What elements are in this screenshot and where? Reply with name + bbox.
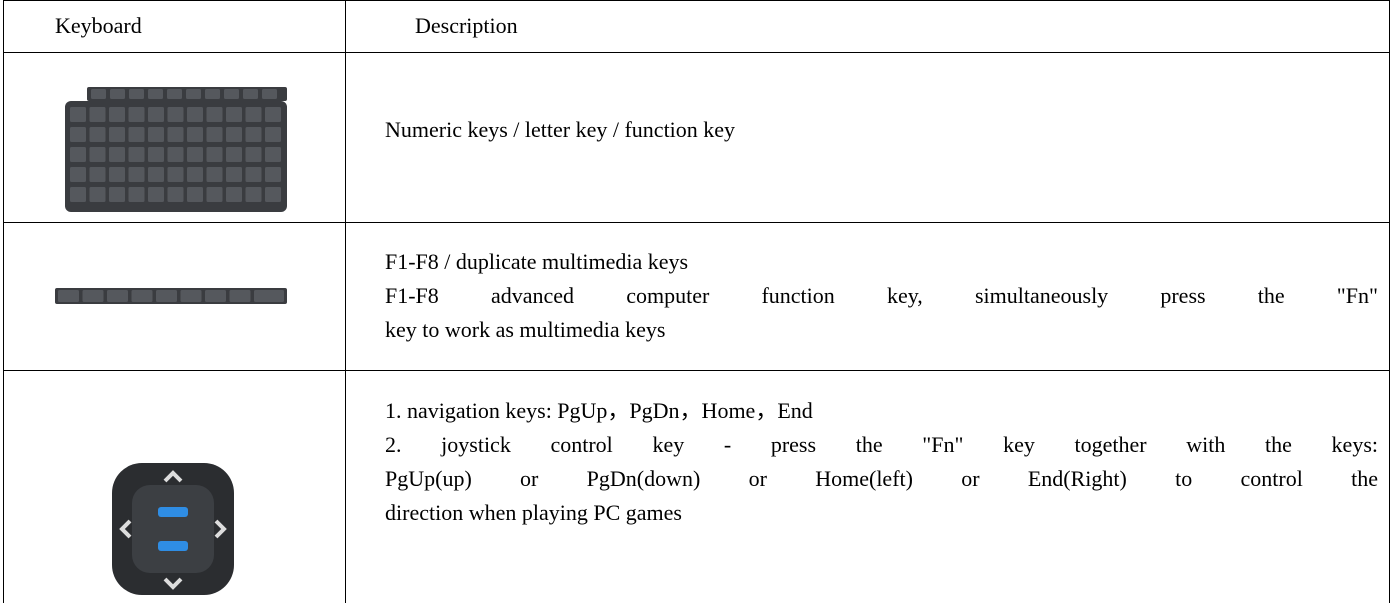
key — [107, 290, 128, 302]
key — [82, 290, 104, 302]
key — [70, 167, 86, 182]
key — [262, 89, 277, 99]
key — [148, 147, 164, 162]
key — [89, 147, 106, 162]
key — [148, 127, 164, 142]
key — [70, 107, 86, 122]
key — [109, 187, 125, 202]
key — [265, 167, 281, 182]
key — [156, 290, 177, 302]
key — [226, 187, 242, 202]
key — [265, 187, 281, 202]
description-line: 1. navigation keys: PgUp，PgDn，Home，End — [385, 398, 813, 423]
key — [187, 107, 203, 122]
key — [148, 89, 163, 99]
key — [245, 147, 262, 162]
key — [243, 89, 258, 99]
key — [167, 167, 184, 182]
key — [245, 107, 262, 122]
key — [167, 89, 182, 99]
key — [91, 89, 106, 99]
description-line: PgUp(up) or PgDn(down) or Home(left) or … — [385, 466, 1378, 491]
key — [229, 290, 251, 302]
key — [128, 127, 145, 142]
border — [3, 222, 1390, 223]
key — [205, 89, 220, 99]
key — [131, 290, 153, 302]
key — [70, 127, 86, 142]
border — [1389, 0, 1390, 603]
key — [109, 167, 125, 182]
keyboard-image — [65, 87, 287, 212]
key — [148, 167, 164, 182]
key — [109, 127, 125, 142]
key — [167, 147, 184, 162]
key — [180, 290, 202, 302]
key — [206, 187, 223, 202]
key — [226, 147, 242, 162]
key — [187, 147, 203, 162]
function-keys-image — [55, 288, 287, 304]
key — [245, 187, 262, 202]
border — [345, 0, 346, 603]
key — [109, 147, 125, 162]
key — [206, 147, 223, 162]
key — [187, 167, 203, 182]
key — [110, 89, 125, 99]
border — [3, 0, 4, 603]
key — [265, 147, 281, 162]
description-line: 2. joystick control key - press the "Fn"… — [385, 432, 1378, 457]
key — [187, 127, 203, 142]
key — [89, 127, 106, 142]
key — [128, 167, 145, 182]
key — [226, 107, 242, 122]
key — [148, 107, 164, 122]
description-line: F1-F8 / duplicate multimedia keys — [385, 249, 689, 274]
key — [109, 107, 125, 122]
key — [89, 107, 106, 122]
header-cell: Description — [415, 13, 518, 38]
key — [70, 187, 86, 202]
key — [167, 127, 184, 142]
description-line: direction when playing PC games — [385, 500, 682, 525]
key — [128, 147, 145, 162]
description-line: F1-F8 advanced computer function key, si… — [385, 283, 1378, 308]
key — [206, 167, 223, 182]
description-line: key to work as multimedia keys — [385, 317, 666, 342]
key — [167, 187, 184, 202]
description-line: Numeric keys / letter key / function key — [385, 117, 736, 142]
key — [58, 290, 79, 302]
joystick-image — [112, 463, 234, 595]
key — [265, 127, 281, 142]
key — [206, 127, 223, 142]
key — [129, 89, 144, 99]
key — [128, 107, 145, 122]
key — [245, 127, 262, 142]
header-cell: Keyboard — [55, 13, 142, 38]
key — [186, 89, 201, 99]
key — [224, 89, 239, 99]
key — [128, 187, 145, 202]
key — [226, 167, 242, 182]
key — [205, 290, 226, 302]
key — [206, 107, 223, 122]
key — [245, 167, 262, 182]
key — [265, 107, 281, 122]
key — [89, 187, 106, 202]
border — [3, 52, 1390, 53]
key — [148, 187, 164, 202]
key — [167, 107, 184, 122]
key — [70, 147, 86, 162]
key — [226, 127, 242, 142]
key — [187, 187, 203, 202]
key — [89, 167, 106, 182]
border — [3, 370, 1390, 371]
key — [254, 290, 284, 302]
border — [3, 0, 1390, 1]
